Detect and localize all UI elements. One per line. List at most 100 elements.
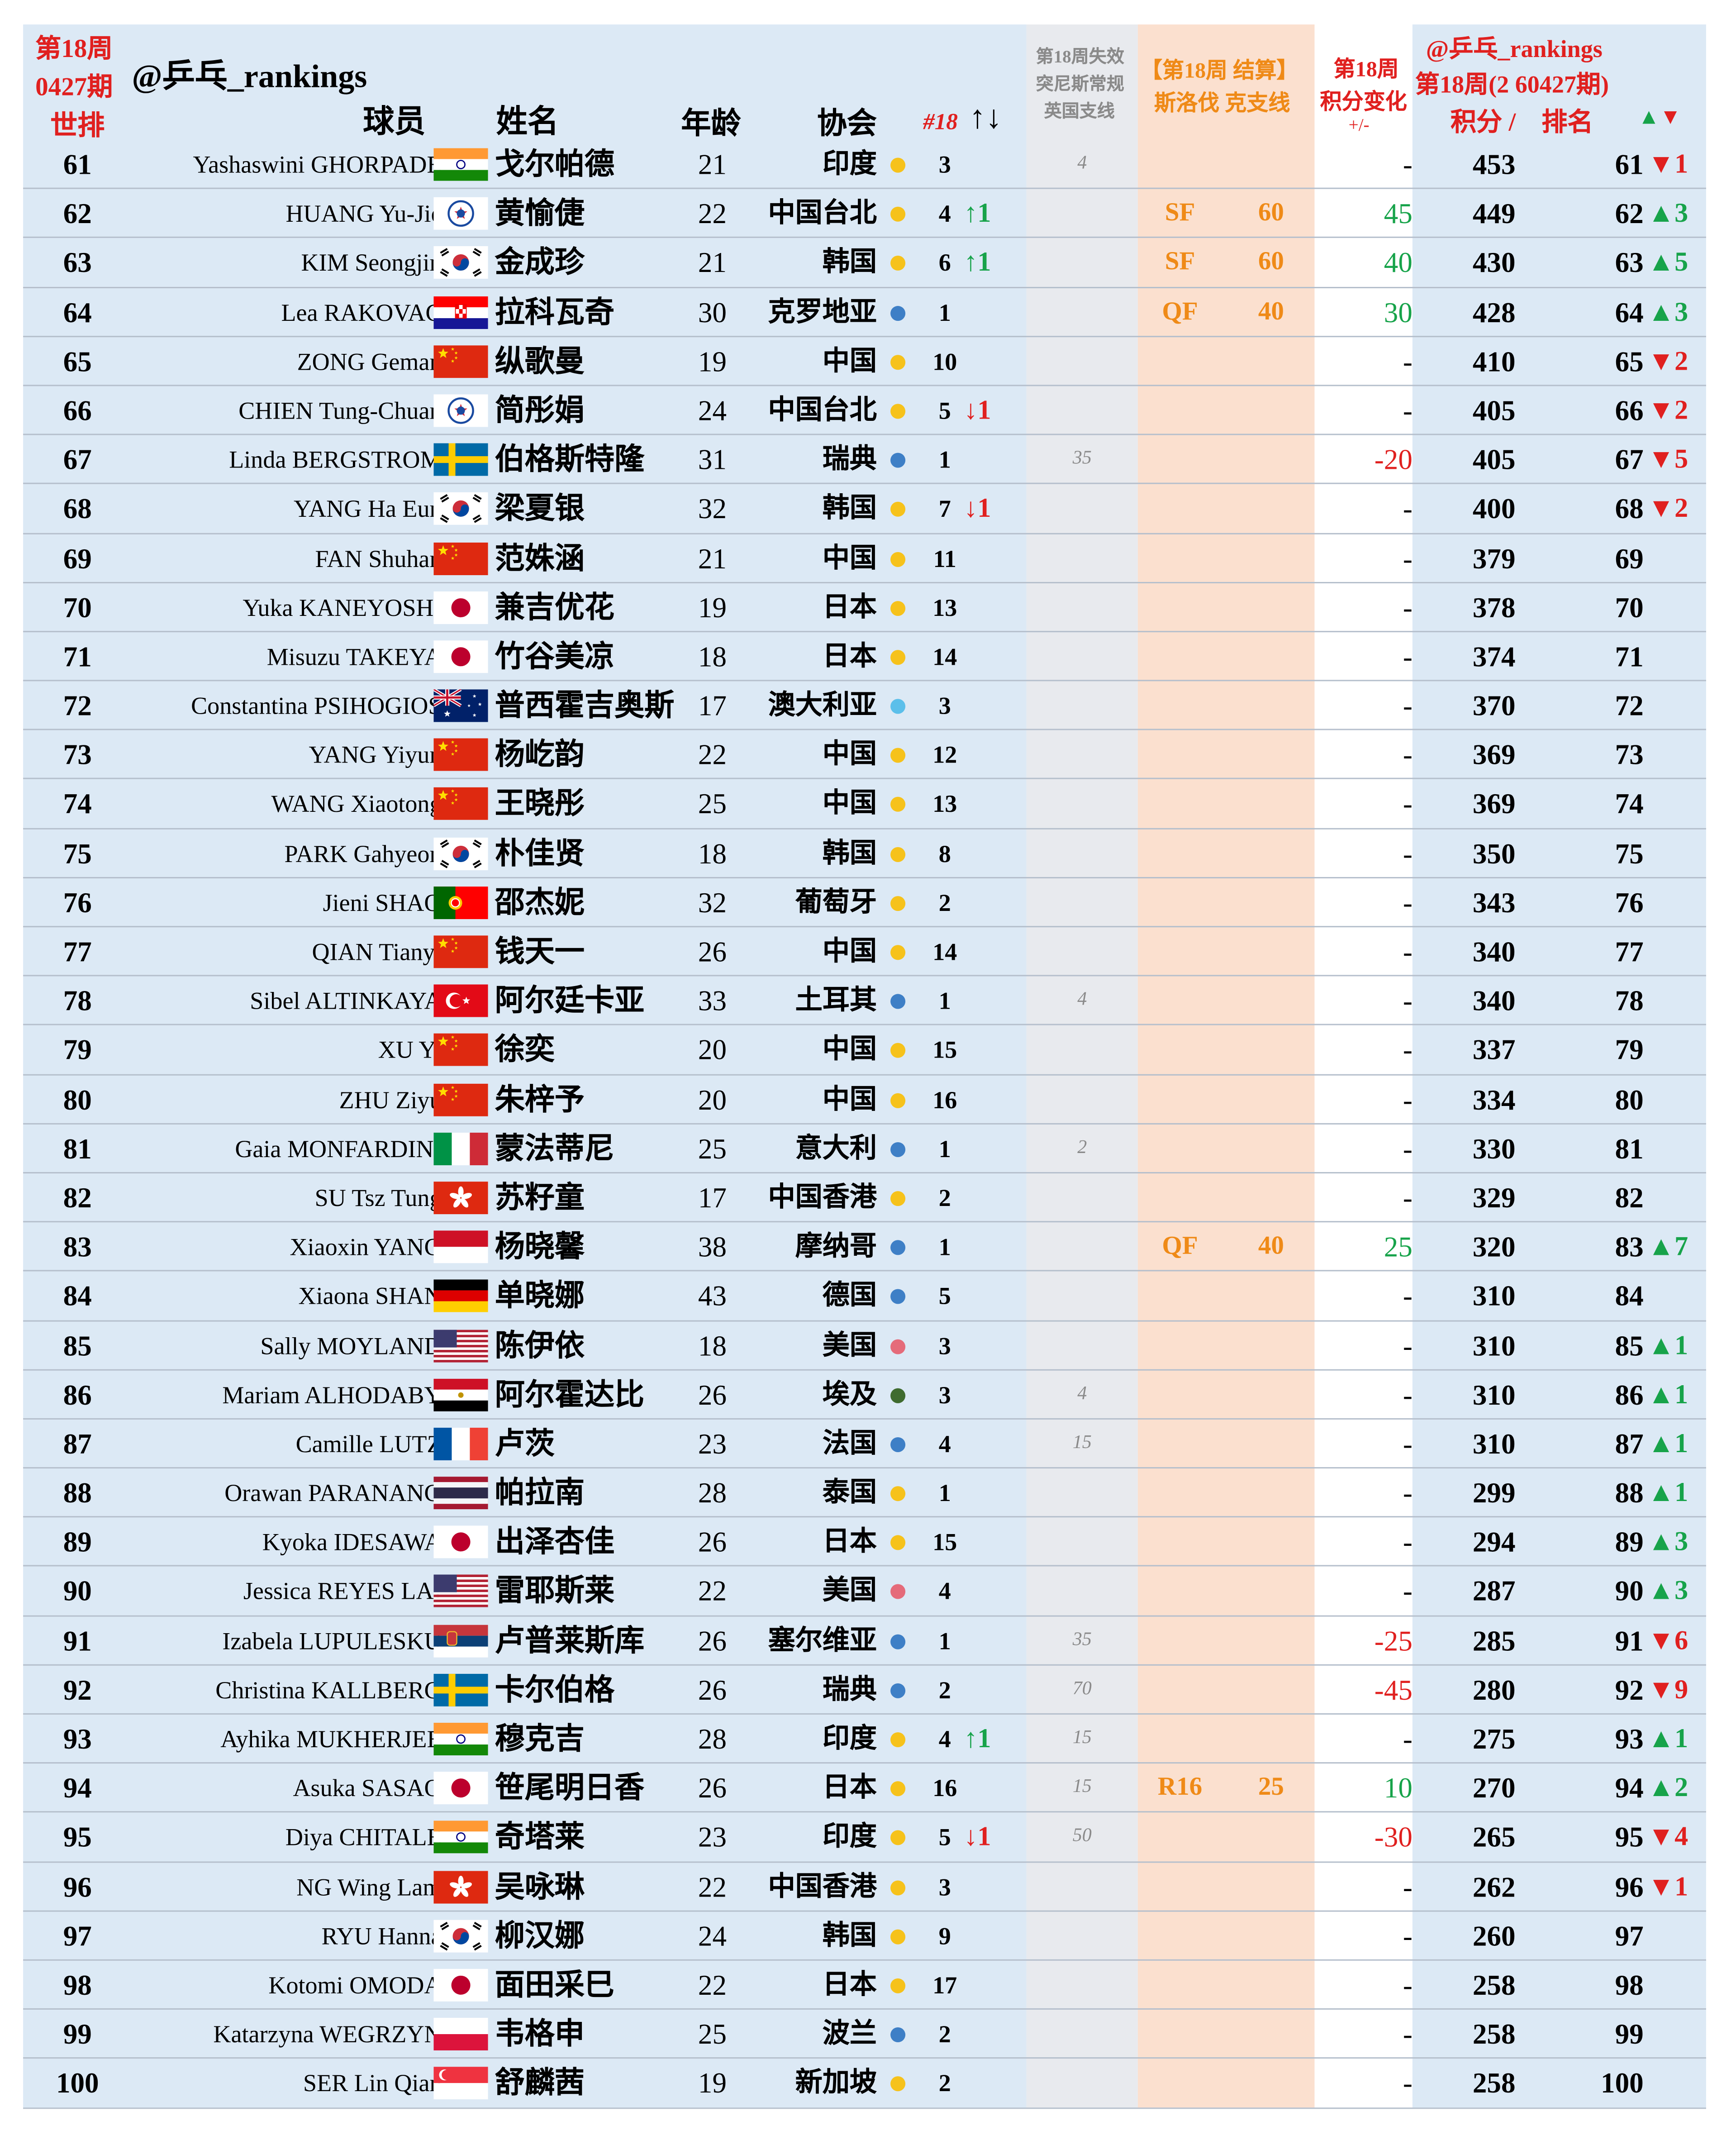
flag-icon bbox=[433, 542, 488, 575]
world-rank: 87 bbox=[63, 1427, 92, 1460]
week-rank: 9 bbox=[938, 1922, 951, 1949]
table-row: 100 SER Lin Qian 舒麟茜 19 新加坡 2 - 258 100 bbox=[23, 2059, 1706, 2108]
expiring-points bbox=[1027, 1321, 1138, 1370]
flag-icon bbox=[433, 1575, 488, 1608]
association: 意大利 bbox=[795, 1134, 877, 1164]
header-issue: 0427期 bbox=[35, 73, 113, 102]
points-change: - bbox=[1403, 935, 1413, 968]
slovakia-round bbox=[1146, 1862, 1214, 1911]
association: 中国 bbox=[822, 346, 877, 377]
player-name-cn: 阿尔廷卡亚 bbox=[495, 983, 645, 1018]
table-row: 74 WANG Xiaotong 王晓彤 25 中国 13 - 369 74 bbox=[23, 780, 1706, 829]
total-points: 453 bbox=[1472, 148, 1516, 181]
world-rank: 71 bbox=[63, 640, 92, 673]
total-points: 310 bbox=[1472, 1378, 1516, 1411]
header-slovakia-1: 【第18周 结算】 bbox=[1140, 60, 1298, 83]
flag-icon bbox=[433, 1772, 488, 1805]
association-dot-icon bbox=[890, 601, 906, 616]
player-age: 21 bbox=[698, 542, 727, 575]
association-dot-icon bbox=[890, 1437, 906, 1452]
player-name-en: Xiaoxin YANG bbox=[290, 1233, 442, 1261]
week-rank: 2 bbox=[938, 2021, 951, 2048]
player-age: 22 bbox=[698, 1870, 727, 1903]
slovakia-round bbox=[1146, 682, 1214, 730]
world-rank: 61 bbox=[63, 148, 92, 181]
table-row: 73 YANG Yiyun 杨屹韵 22 中国 12 - 369 73 bbox=[23, 730, 1706, 780]
player-name-cn: 简彤娟 bbox=[495, 393, 585, 427]
world-rank: 65 bbox=[63, 345, 92, 378]
association: 日本 bbox=[822, 1773, 877, 1803]
points-change: - bbox=[1403, 1968, 1413, 2002]
expiring-points bbox=[1027, 238, 1138, 287]
slovakia-points bbox=[1241, 386, 1301, 435]
slovakia-round bbox=[1146, 583, 1214, 632]
slovakia-round bbox=[1146, 1075, 1214, 1124]
rank-move: ▼2 bbox=[1647, 396, 1688, 426]
header-move: ▲▼ bbox=[1638, 106, 1681, 130]
rank-move: ▲1 bbox=[1647, 1429, 1688, 1459]
slovakia-points bbox=[1241, 780, 1301, 829]
expiring-points bbox=[1027, 829, 1138, 878]
flag-icon bbox=[433, 1329, 488, 1362]
player-name-en: QIAN Tianyi bbox=[312, 938, 442, 966]
header-expire-3: 英国支线 bbox=[1044, 100, 1115, 121]
player-name-en: SER Lin Qian bbox=[303, 2070, 442, 2097]
table-row: 63 KIM Seongjin 金成珍 21 韩国 6 ↑1 SF 60 40 430 63 ▲5 bbox=[23, 238, 1706, 288]
week-rank: 15 bbox=[932, 1036, 957, 1064]
header-slovakia-2: 斯洛伐 克支线 bbox=[1154, 92, 1290, 116]
points-change: - bbox=[1403, 837, 1413, 870]
flag-icon bbox=[433, 443, 488, 477]
table-row: 78 Sibel ALTINKAYA 阿尔廷卡亚 33 土耳其 1 4 - 340 78 bbox=[23, 977, 1706, 1026]
total-points: 378 bbox=[1472, 591, 1516, 624]
player-name-cn: 阿尔霍达比 bbox=[495, 1377, 645, 1411]
player-name-en: Yashaswini GHORPADE bbox=[193, 151, 442, 178]
week-move: ↑1 bbox=[964, 248, 991, 278]
table-row: 66 CHIEN Tung-Chuan 简彤娟 24 中国台北 5 ↓1-405 66 ▼2 bbox=[23, 386, 1706, 435]
association-dot-icon bbox=[890, 1240, 906, 1255]
association-dot-icon bbox=[890, 2077, 906, 2092]
table-row: 71 Misuzu TAKEYA 竹谷美凉 18 日本 14 - 374 71 bbox=[23, 632, 1706, 682]
player-age: 30 bbox=[698, 296, 727, 329]
table-row: 93 Ayhika MUKHERJEE 穆克吉 28 印度 4 ↑1 15-275 93 ▲1 bbox=[23, 1715, 1706, 1764]
association-dot-icon bbox=[890, 354, 906, 370]
table-row: 70 Yuka KANEYOSHI 兼吉优花 19 日本 13 - 378 70 bbox=[23, 583, 1706, 632]
header-new-rank: 排名 bbox=[1541, 109, 1593, 138]
player-name-en: Sibel ALTINKAYA bbox=[250, 987, 442, 1015]
expiring-points bbox=[1027, 878, 1138, 927]
slovakia-round: SF bbox=[1165, 248, 1195, 277]
world-rank: 68 bbox=[63, 492, 92, 525]
flag-icon bbox=[433, 739, 488, 772]
association-dot-icon bbox=[890, 1830, 906, 1846]
points-change: - bbox=[1403, 1378, 1413, 1411]
association: 摩纳哥 bbox=[795, 1232, 877, 1262]
expiring-points bbox=[1027, 1911, 1138, 1960]
expiring-points bbox=[1027, 1961, 1138, 2010]
points-change: - bbox=[1403, 1427, 1413, 1460]
association-dot-icon bbox=[890, 1339, 906, 1354]
world-rank: 63 bbox=[63, 246, 92, 280]
week-rank: 3 bbox=[938, 692, 951, 720]
flag-icon bbox=[433, 1181, 488, 1215]
association: 中国 bbox=[822, 1035, 877, 1065]
header-expire-1: 第18周失效 bbox=[1036, 46, 1124, 67]
week-rank: 1 bbox=[938, 1233, 951, 1261]
table-row: 90 Jessica REYES LAI 雷耶斯莱 22 美国 4-287 90 ▲3 bbox=[23, 1567, 1706, 1616]
player-name-cn: 戈尔帕德 bbox=[495, 147, 615, 181]
flag-icon bbox=[433, 1477, 488, 1510]
association: 克罗地亚 bbox=[768, 297, 877, 327]
player-name-cn: 雷耶斯莱 bbox=[495, 1573, 615, 1608]
player-age: 18 bbox=[698, 1329, 727, 1362]
slovakia-round bbox=[1146, 386, 1214, 435]
rank-move: ▲3 bbox=[1647, 1576, 1688, 1606]
player-age: 22 bbox=[698, 1968, 727, 2002]
player-name-cn: 竹谷美凉 bbox=[495, 639, 615, 673]
points-change: - bbox=[1403, 1329, 1413, 1362]
association-dot-icon bbox=[890, 1092, 906, 1108]
world-rank: 80 bbox=[63, 1083, 92, 1116]
week-rank: 7 bbox=[938, 495, 951, 523]
player-name-cn: 梁夏银 bbox=[495, 491, 585, 525]
table-row: 75 PARK Gahyeon 朴佳贤 18 韩国 8 - 350 75 bbox=[23, 829, 1706, 878]
world-rank: 66 bbox=[63, 394, 92, 427]
world-rank: 83 bbox=[63, 1230, 92, 1263]
total-points: 258 bbox=[1472, 2067, 1516, 2100]
